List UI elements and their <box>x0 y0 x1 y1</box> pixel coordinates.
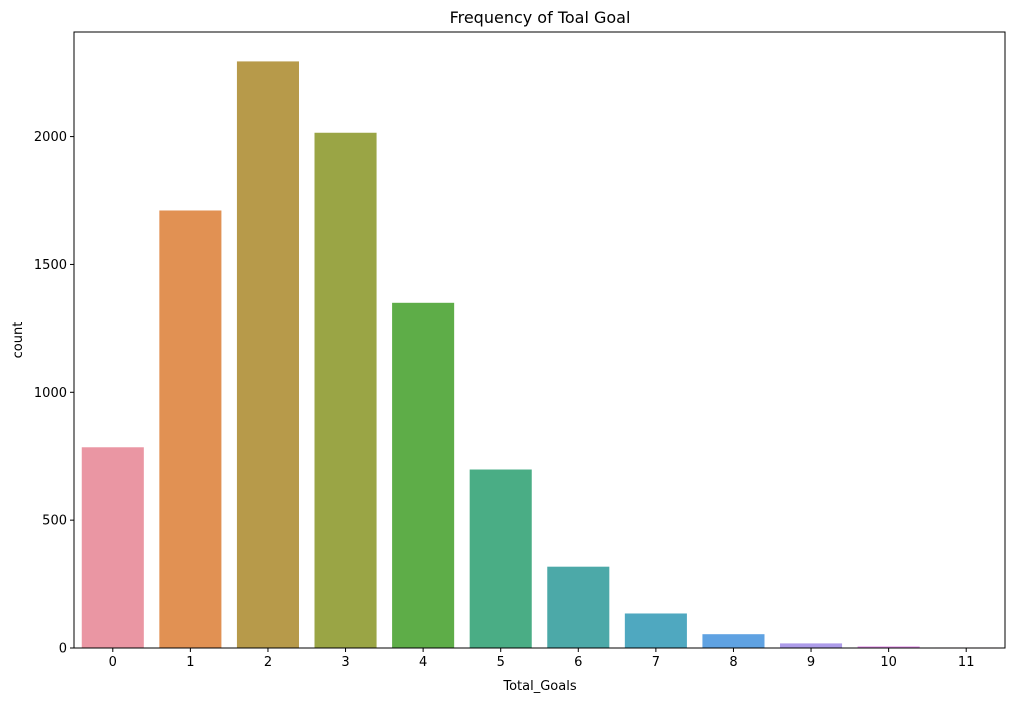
x-axis: 0 1 2 3 4 5 6 7 8 9 10 11 <box>109 648 975 670</box>
bar-0 <box>81 447 144 648</box>
x-tick-label: 0 <box>109 655 117 670</box>
y-axis: 0 500 1000 1500 2000 <box>34 130 74 657</box>
y-tick-label: 500 <box>42 514 67 529</box>
x-tick-label: 9 <box>807 655 815 670</box>
x-tick-label: 5 <box>497 655 505 670</box>
y-tick-label: 0 <box>59 642 67 657</box>
x-tick-label: 2 <box>264 655 272 670</box>
x-tick-label: 10 <box>880 655 897 670</box>
plot-frame <box>73 31 1006 649</box>
bar-5 <box>469 469 532 648</box>
bar-2 <box>236 61 299 649</box>
x-axis-label: Total_Goals <box>502 679 576 694</box>
x-tick-label: 11 <box>958 655 975 670</box>
x-tick-label: 4 <box>419 655 427 670</box>
x-tick-label: 7 <box>652 655 660 670</box>
bar-9 <box>780 643 843 648</box>
bar-6 <box>547 566 610 648</box>
bars-group <box>81 61 998 649</box>
bar-10 <box>857 646 920 648</box>
x-tick-label: 8 <box>729 655 737 670</box>
chart-title: Frequency of Toal Goal <box>450 8 631 27</box>
y-axis-label: count <box>11 322 26 359</box>
bar-1 <box>159 210 222 649</box>
bar-7 <box>624 613 687 648</box>
bar-4 <box>392 302 455 648</box>
bar-8 <box>702 634 765 648</box>
x-tick-label: 3 <box>341 655 349 670</box>
y-tick-label: 1500 <box>34 258 67 273</box>
y-tick-label: 1000 <box>34 386 67 401</box>
x-tick-label: 6 <box>574 655 582 670</box>
x-tick-label: 1 <box>186 655 194 670</box>
y-tick-label: 2000 <box>34 130 67 145</box>
bar-3 <box>314 132 377 649</box>
